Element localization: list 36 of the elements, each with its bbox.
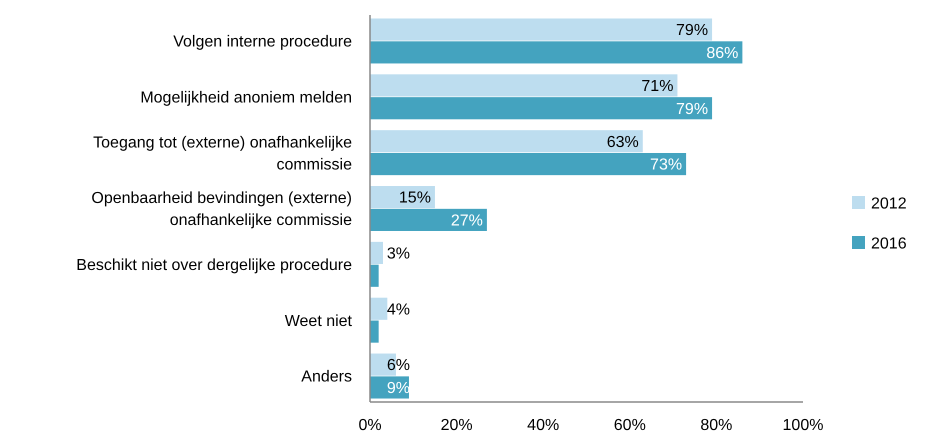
data-label: 86% (706, 44, 738, 62)
legend-label: 2012 (871, 196, 907, 213)
data-label: 3% (386, 246, 410, 263)
x-tick-label: 40% (527, 417, 560, 434)
bar (370, 130, 643, 152)
data-label: 71% (641, 78, 674, 95)
data-label: 73% (650, 156, 682, 174)
bar (370, 153, 686, 176)
data-label: 4% (386, 301, 410, 318)
y-tick-label: Beschikt niet over dergelijke procedure (76, 256, 352, 274)
x-tick-label: 20% (440, 417, 473, 434)
x-tick-label: 100% (782, 417, 824, 434)
y-tick-label: Weet niet (284, 312, 353, 330)
data-label: 79% (676, 22, 708, 40)
data-label: 63% (606, 134, 639, 151)
data-label: 9% (386, 380, 410, 398)
bar (370, 18, 712, 41)
data-label: 15% (398, 190, 431, 207)
x-tick-label: 60% (614, 417, 646, 434)
legend-label: 2016 (871, 236, 907, 253)
bar (370, 242, 383, 264)
bar (370, 298, 388, 320)
x-tick-label: 80% (700, 417, 732, 434)
data-label: 6% (386, 357, 410, 374)
data-label: 79% (676, 100, 708, 118)
y-tick-label: Mogelijkheid anoniem melden (140, 89, 352, 106)
bar (370, 41, 742, 64)
y-tick-label: Anders (301, 368, 352, 386)
y-tick-label: Openbaarheid bevindingen (externe) onafhankelijke commissie (91, 190, 352, 230)
y-tick-label: Volgen interne procedure (173, 34, 352, 51)
y-tick-label: Toegang tot (externe) onafhankelijke commissie (93, 134, 352, 174)
data-label: 27% (450, 212, 483, 230)
bar (370, 97, 712, 120)
bar (370, 74, 678, 96)
x-tick-label: 0% (358, 417, 382, 434)
bar (370, 208, 487, 231)
